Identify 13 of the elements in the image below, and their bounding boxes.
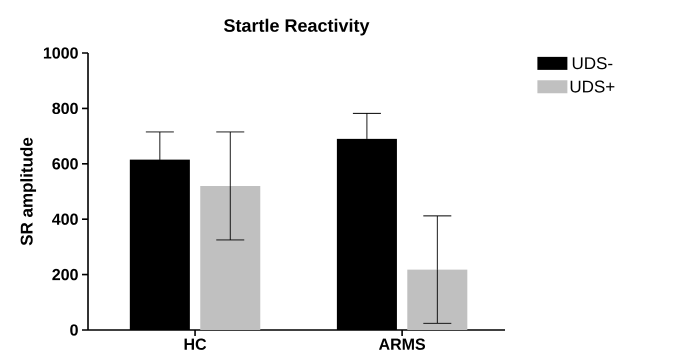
y-tick-label: 400 [52,214,78,225]
y-tick-label: 200 [52,268,78,280]
y-tick-label: 800 [52,102,78,114]
legend-label: UDS- [572,57,612,70]
x-tick-label: ARMS [378,338,426,350]
y-tick-label: 1000 [44,47,78,59]
bar [200,186,260,330]
y-tick-label: 0 [70,324,78,336]
legend-label: UDS+ [570,80,614,93]
y-tick-label: 600 [52,158,78,170]
y-axis-title: SR amplitude [20,138,36,246]
chart-title: Startle Reactivity [224,18,370,36]
x-tick-label: HC [184,338,206,350]
